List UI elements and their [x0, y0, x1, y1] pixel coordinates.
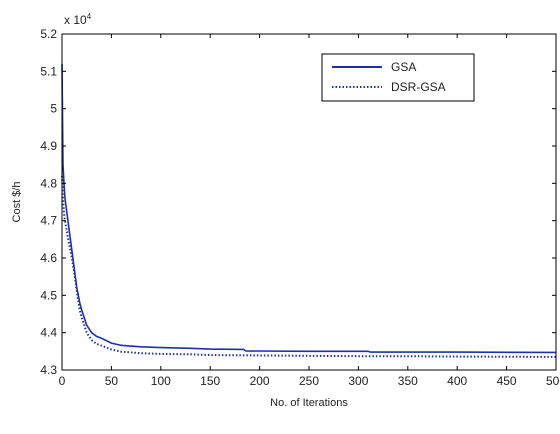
x-tick-label: 400 [447, 374, 467, 388]
legend-label-dsr-gsa: DSR-GSA [391, 80, 446, 94]
legend-label-gsa: GSA [391, 60, 416, 74]
y-tick-label: 4.9 [40, 139, 57, 153]
legend-box [321, 53, 475, 102]
y-tick-label: 5.1 [40, 64, 57, 78]
x-tick-label: 300 [348, 374, 368, 388]
series-layer [61, 63, 557, 358]
y-tick-label: 4.7 [40, 214, 57, 228]
y-axis-label: Cost $/h [11, 182, 23, 223]
y-tick-label: 4.8 [40, 176, 57, 190]
y-tick-label: 5 [50, 102, 57, 116]
x-tick-label: 0 [59, 374, 66, 388]
x-tick-label: 450 [497, 374, 517, 388]
y-multiplier-exponent: 4 [87, 12, 92, 21]
plot-area [62, 34, 556, 370]
y-tick-label: 5.2 [40, 27, 57, 41]
x-axis: 0 50 100 150 200 250 300 350 400 450 500 [59, 34, 560, 388]
x-tick-label: 500 [546, 374, 560, 388]
x-tick-label: 350 [398, 374, 418, 388]
y-tick-label: 4.5 [40, 288, 57, 302]
y-axis: 4.3 4.4 4.5 4.6 4.7 4.8 4.9 5 5.1 5.2 [40, 27, 556, 377]
x-tick-label: 250 [299, 374, 319, 388]
x-tick-label: 150 [200, 374, 220, 388]
y-tick-label: 4.3 [40, 363, 57, 377]
series-line-dsr-gsa [61, 175, 557, 358]
y-multiplier-label: x 104 [64, 12, 92, 27]
y-tick-label: 4.6 [40, 251, 57, 265]
x-tick-label: 200 [250, 374, 270, 388]
x-tick-label: 100 [151, 374, 171, 388]
series-line-gsa [61, 63, 557, 354]
y-tick-label: 4.4 [40, 326, 57, 340]
legend: GSA DSR-GSA [321, 53, 475, 102]
x-tick-label: 50 [105, 374, 119, 388]
x-axis-label: No. of Iterations [270, 397, 348, 409]
